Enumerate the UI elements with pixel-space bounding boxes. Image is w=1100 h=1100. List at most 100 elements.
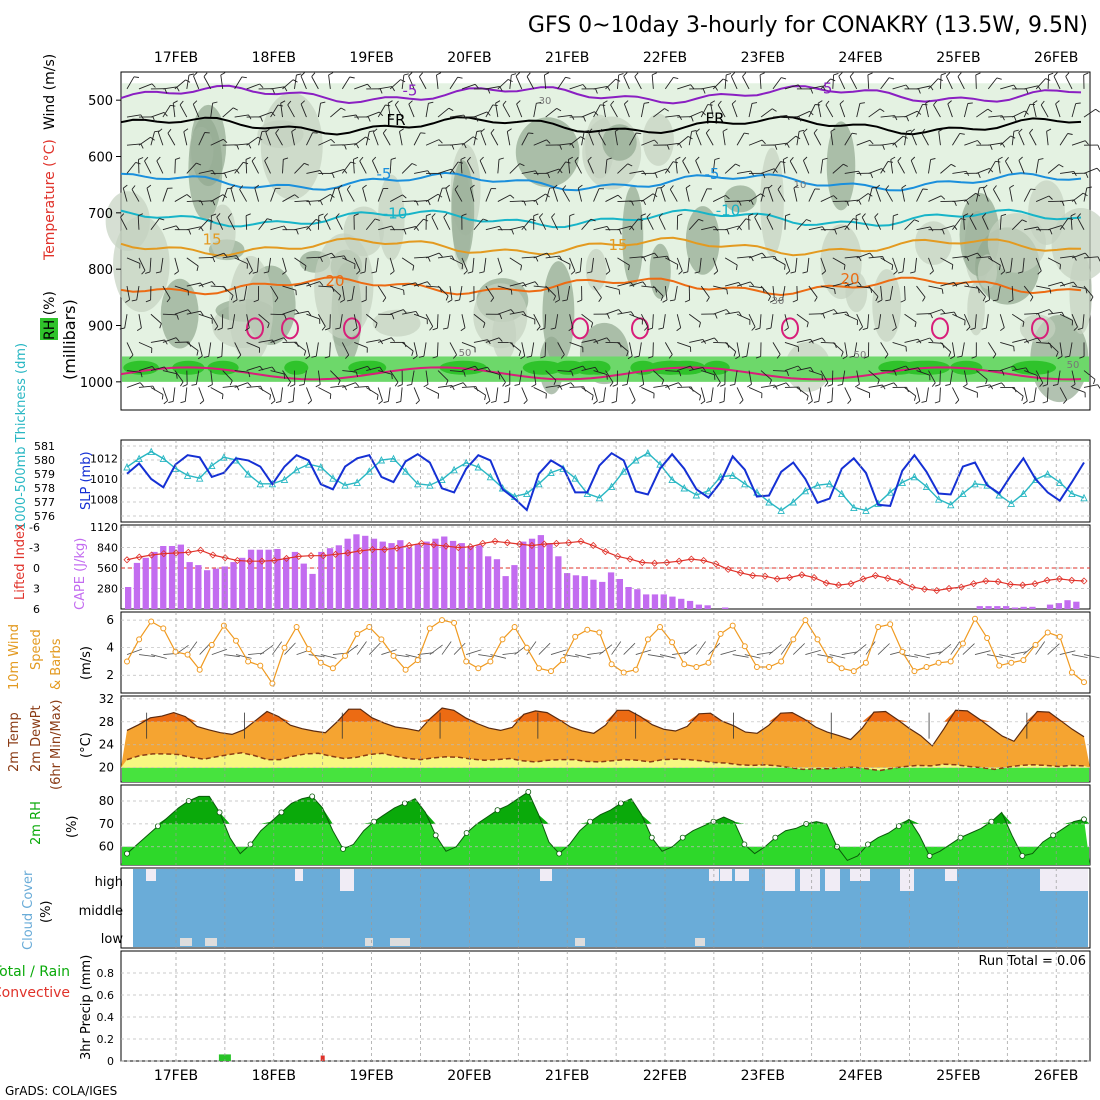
- wind-barb: [676, 314, 682, 328]
- wind-barb: [246, 257, 253, 271]
- wind-barb: [303, 370, 307, 385]
- wind-barb-feather: [842, 355, 848, 360]
- isotherm-cell: [246, 317, 264, 340]
- wind-barb-feather: [806, 219, 812, 222]
- wind-barb: [167, 132, 176, 146]
- wind-barb: [629, 132, 637, 146]
- wind-barb-feather: [385, 104, 391, 107]
- wind-barb: [449, 76, 458, 90]
- wind-barb: [737, 199, 752, 203]
- wind-barb: [270, 86, 285, 90]
- cape-bar: [388, 543, 395, 609]
- wind-barb-feather: [199, 400, 205, 405]
- wind-speed-marker: [487, 658, 494, 665]
- wind-barb: [731, 103, 738, 118]
- wind-barb-feather: [415, 311, 419, 316]
- wind10m-barb: [732, 654, 749, 658]
- wind-barb-feather: [735, 264, 738, 270]
- wind-barb: [1071, 285, 1086, 289]
- wind-barb: [820, 370, 829, 383]
- wind-barb-feather: [914, 322, 917, 328]
- wind-barb-feather: [318, 213, 324, 217]
- wind-barb-feather: [389, 270, 395, 275]
- wind-barb: [258, 218, 268, 231]
- wind-barb: [323, 216, 331, 230]
- wind-barb: [198, 169, 213, 174]
- wind-barb: [593, 387, 598, 402]
- wind-barb: [939, 370, 941, 385]
- wind-barb-feather: [428, 101, 434, 104]
- wind-barb-feather: [963, 213, 969, 217]
- wind-barb-feather: [221, 394, 224, 400]
- wind-speed-marker: [451, 619, 458, 626]
- wind-barb: [329, 342, 331, 357]
- wind-barb-feather: [556, 108, 562, 112]
- wind-barb: [538, 216, 547, 230]
- thickness-marker: [474, 462, 483, 471]
- thickness-marker: [825, 479, 834, 488]
- wind-barb: [874, 216, 882, 230]
- wind-barb-feather: [454, 299, 460, 302]
- wind10m-barb: [502, 652, 519, 655]
- cape-bar: [678, 598, 685, 610]
- wind-barb: [254, 187, 260, 202]
- cape-bar: [353, 534, 360, 609]
- wind-barb-feather: [701, 111, 706, 116]
- rh-marker: [340, 846, 347, 852]
- wind-barb-feather: [535, 200, 539, 206]
- wind10m-barb: [817, 654, 834, 658]
- wind-barb: [579, 257, 583, 272]
- li-marker: [1068, 576, 1076, 584]
- wind-barb-feather: [786, 371, 790, 377]
- wind10m-barb: [914, 654, 931, 659]
- date-label-top: 26FEB: [1034, 50, 1078, 66]
- wind-barb: [1040, 104, 1049, 118]
- wind-barb-feather: [869, 252, 874, 258]
- rh-shading-blob: [872, 269, 902, 342]
- wind-barb: [808, 313, 823, 315]
- wind-barb-feather: [159, 218, 165, 221]
- cape-bar: [256, 549, 263, 609]
- wind-speed-marker: [257, 662, 264, 669]
- thickness-tick-label: 576: [34, 510, 55, 523]
- cape-bar: [212, 568, 220, 609]
- wind-barb-feather: [678, 270, 683, 275]
- wind-barb-feather: [979, 186, 985, 189]
- wind-barb: [402, 200, 417, 203]
- wind-barb-feather: [965, 281, 970, 287]
- wind-barb: [521, 132, 529, 146]
- wind-barb-feather: [706, 400, 712, 403]
- wind-barb-feather: [284, 314, 287, 320]
- wind-barb-feather: [553, 295, 557, 301]
- wind-barb: [485, 104, 494, 118]
- wind-barb-feather: [660, 295, 664, 301]
- wind-barb-feather: [520, 355, 525, 360]
- wind-barb: [808, 188, 816, 202]
- wind-barb: [245, 159, 248, 174]
- wind-barb: [466, 160, 475, 174]
- wind-barb: [653, 168, 667, 174]
- wind-barb-feather: [969, 213, 974, 218]
- wind-barb: [574, 160, 582, 174]
- cape-bar: [599, 581, 606, 609]
- wind-barb-feather: [214, 326, 219, 331]
- wind-barb: [1005, 160, 1013, 174]
- wind-barb-feather: [574, 157, 579, 162]
- wind-barb: [940, 74, 942, 89]
- thickness-tick-label: 581: [34, 440, 55, 453]
- wind-barb: [1033, 387, 1037, 402]
- wind-barb: [1059, 342, 1063, 357]
- wind-barb-feather: [391, 314, 395, 320]
- wind-barb-feather: [369, 130, 375, 133]
- wind-speed-marker: [160, 625, 167, 632]
- thickness-marker: [353, 478, 361, 486]
- wind-barb-feather: [735, 163, 741, 167]
- cape-bar: [309, 573, 316, 609]
- wind-barb: [808, 226, 823, 231]
- wind-barb: [126, 257, 141, 264]
- wind-barb-feather: [967, 102, 973, 104]
- wind-barb: [330, 255, 345, 259]
- wind-barb-feather: [977, 173, 981, 178]
- wind-barb: [940, 225, 955, 231]
- cape-bar: [1011, 607, 1019, 609]
